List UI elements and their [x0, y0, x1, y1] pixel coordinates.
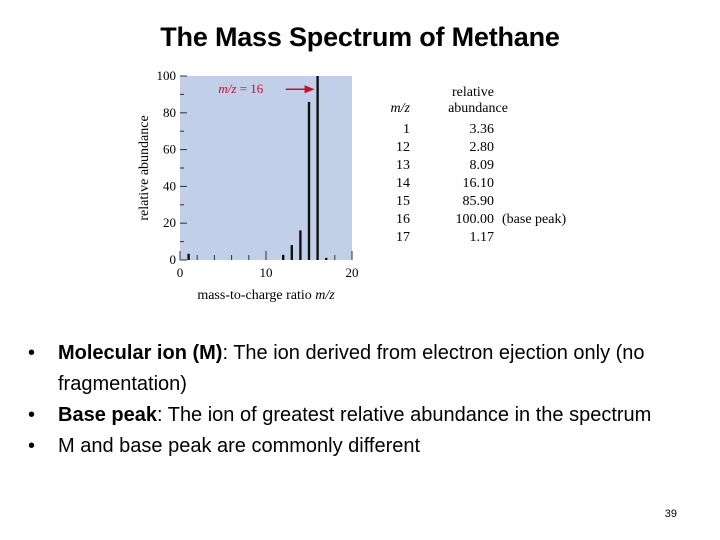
- bar-mz-17: [325, 257, 328, 260]
- table-cell-mz: 1: [403, 122, 410, 137]
- bullet-list: • Molecular ion (M): The ion derived fro…: [28, 338, 668, 462]
- table-cell-abundance: 85.90: [463, 194, 495, 209]
- bar-mz-12: [282, 254, 285, 260]
- table-cell-mz: 14: [396, 176, 410, 191]
- bar-mz-15: [307, 101, 311, 260]
- table-cell-abundance: 100.00: [456, 212, 495, 227]
- y-tick-label: 20: [163, 215, 176, 230]
- mass-spectrum-chart: 0 20 40 60 80 100 0 10 20 mass-to-charge ratio m/…: [137, 68, 566, 303]
- x-tick-label: 10: [260, 265, 273, 280]
- bar-mz-13: [290, 245, 293, 260]
- table-header-mz: m/z: [391, 101, 411, 116]
- table-cell-mz: 15: [396, 194, 410, 209]
- y-tick-label: 60: [163, 142, 176, 157]
- bullet-text: : The ion derived from electron ejection…: [58, 342, 645, 395]
- bullet-text: : The ion of greatest relative abundance…: [156, 404, 652, 426]
- y-tick-label: 100: [157, 68, 177, 83]
- bullet-m-vs-base: • M and base peak are commonly different: [28, 431, 668, 462]
- bar-mz-14: [299, 230, 302, 260]
- table-cell-mz: 12: [396, 140, 410, 155]
- bullet-base-peak: • Base peak: The ion of greatest relativ…: [28, 400, 668, 431]
- table-cell-abundance: 1.17: [470, 230, 495, 245]
- bullet-term: Molecular ion (M): [58, 342, 223, 364]
- plot-area: [180, 76, 352, 260]
- table-header-relative: relative: [452, 85, 494, 100]
- x-tick-label: 20: [346, 265, 359, 280]
- arrow-head-icon: [304, 85, 315, 94]
- table-cell-abundance: 3.36: [470, 122, 495, 137]
- table-cell-mz: 13: [396, 158, 410, 173]
- bullet-icon: •: [28, 342, 36, 364]
- table-cell-mz: 16: [396, 212, 410, 227]
- page-number: 39: [664, 508, 677, 520]
- y-axis-label: relative abundance: [137, 115, 152, 220]
- bullet-icon: •: [28, 404, 36, 426]
- table-cell-abundance: 16.10: [463, 176, 495, 191]
- peak-annotation: m/z = 16: [218, 81, 263, 96]
- bullet-molecular-ion: • Molecular ion (M): The ion derived fro…: [28, 338, 668, 400]
- bar-mz-1: [187, 253, 190, 260]
- x-tick-label: 0: [177, 265, 184, 280]
- y-tick-label: 0: [170, 252, 177, 267]
- slide-title: The Mass Spectrum of Methane: [160, 22, 560, 52]
- table-cell-abundance: 8.09: [470, 158, 495, 173]
- table-header-abundance: abundance: [448, 101, 508, 116]
- y-tick-label: 40: [163, 178, 176, 193]
- y-tick-label: 80: [163, 105, 176, 120]
- bullet-icon: •: [28, 435, 36, 457]
- table-cell-abundance: 2.80: [470, 140, 495, 155]
- x-axis-label: mass-to-charge ratio m/z: [197, 288, 335, 303]
- table-cell-mz: 17: [396, 230, 410, 245]
- table-cell-note: (base peak): [502, 212, 566, 227]
- bullet-term: Base peak: [58, 404, 157, 426]
- bar-mz-16: [316, 76, 319, 260]
- bullet-text: M and base peak are commonly different: [58, 435, 421, 457]
